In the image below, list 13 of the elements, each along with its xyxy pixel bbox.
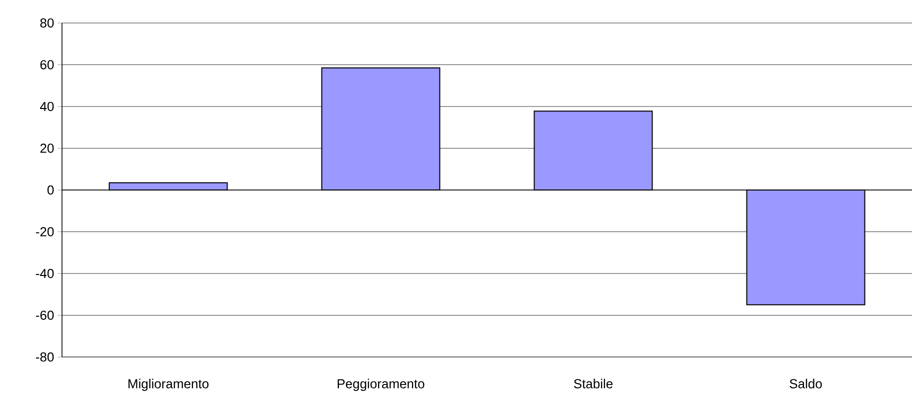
y-tick-label: 20 — [40, 144, 54, 153]
y-tick-label: 40 — [40, 102, 54, 112]
y-tick-label: 0 — [47, 185, 54, 195]
y-tick-label: -40 — [36, 268, 54, 278]
y-tick-label: -60 — [36, 310, 54, 320]
y-tick-label: -80 — [36, 352, 54, 362]
y-tick-label: 80 — [40, 18, 54, 28]
x-tick-label: Peggioramento — [338, 378, 424, 391]
y-tick-label: -20 — [36, 227, 54, 236]
x-tick-label: Miglioramento — [128, 378, 209, 391]
x-tick-label: Saldo — [790, 378, 822, 388]
x-tick-label: Stabile — [574, 378, 613, 388]
y-tick-label: 60 — [40, 60, 54, 70]
